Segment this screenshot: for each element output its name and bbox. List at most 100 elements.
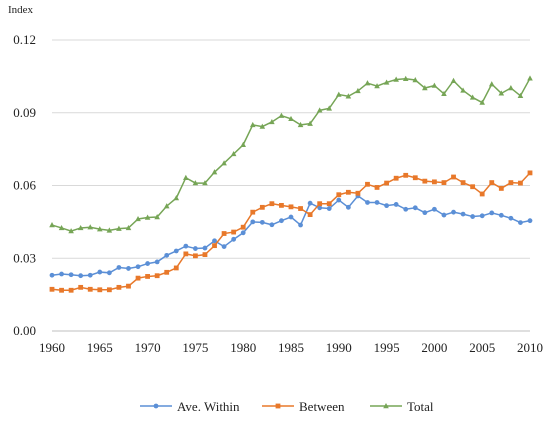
data-point <box>288 214 294 220</box>
data-point <box>384 203 389 209</box>
data-point <box>345 93 352 99</box>
data-point <box>518 220 523 226</box>
data-point <box>479 191 485 197</box>
data-point <box>374 185 380 190</box>
data-point <box>279 202 284 208</box>
legend-item: Between <box>262 399 345 414</box>
y-axis-label: Index <box>8 4 34 16</box>
data-point <box>164 252 170 258</box>
data-point <box>164 269 170 275</box>
data-point <box>145 261 151 266</box>
legend: Ave. Within Between Total <box>140 399 434 414</box>
data-point <box>441 90 447 97</box>
gridlines <box>52 39 530 259</box>
data-point <box>412 175 418 181</box>
legend-marker <box>275 403 281 409</box>
data-point <box>479 213 485 219</box>
data-point <box>451 209 456 215</box>
data-point <box>183 243 189 249</box>
data-point <box>336 197 342 203</box>
y-tick-label: 0.09 <box>13 105 36 120</box>
x-tick-label: 1985 <box>278 340 304 355</box>
data-point <box>297 121 304 128</box>
data-point <box>441 212 447 218</box>
data-point <box>183 174 189 180</box>
data-point <box>508 85 514 91</box>
data-point <box>317 205 323 211</box>
data-point <box>49 286 55 292</box>
data-point <box>489 180 495 185</box>
legend-label: Ave. Within <box>177 399 240 414</box>
data-point <box>135 215 141 222</box>
data-point <box>307 200 313 206</box>
data-point <box>517 92 524 98</box>
data-point <box>422 210 428 216</box>
data-point <box>193 253 198 259</box>
data-point <box>259 219 265 225</box>
data-point <box>126 266 131 271</box>
data-point <box>508 180 514 185</box>
data-point <box>154 214 160 220</box>
data-point <box>173 195 180 201</box>
x-tick-label: 1970 <box>135 340 161 355</box>
data-point <box>211 169 218 175</box>
data-point <box>154 259 160 265</box>
data-point <box>202 252 208 258</box>
data-point <box>422 85 428 91</box>
data-point <box>326 206 332 211</box>
data-point <box>469 94 476 100</box>
legend-label: Total <box>407 399 434 414</box>
data-point <box>173 248 179 254</box>
data-point <box>393 175 399 181</box>
data-point <box>183 251 189 257</box>
data-point <box>59 271 64 277</box>
data-point <box>145 274 150 279</box>
data-point <box>450 77 457 83</box>
data-point <box>326 201 332 207</box>
data-point <box>412 77 419 83</box>
data-point <box>489 210 495 216</box>
data-point <box>422 178 428 184</box>
data-point <box>78 273 84 279</box>
data-point <box>106 287 112 293</box>
data-point <box>116 225 122 231</box>
data-point <box>508 215 514 221</box>
data-point <box>498 90 505 96</box>
data-point <box>193 246 198 251</box>
data-point <box>221 231 227 236</box>
data-point <box>336 91 342 97</box>
data-point <box>249 121 256 128</box>
x-tick-label: 1975 <box>182 340 208 355</box>
data-point <box>68 272 74 278</box>
data-point <box>231 229 237 235</box>
y-axis-ticks: 0.00 0.03 0.06 0.09 0.12 <box>13 32 36 338</box>
data-point <box>278 112 285 118</box>
data-point <box>441 180 447 185</box>
data-point <box>106 270 112 276</box>
data-point <box>365 181 370 187</box>
data-point <box>432 206 437 212</box>
data-point <box>384 180 389 186</box>
data-point <box>87 224 94 230</box>
data-point <box>403 206 409 212</box>
data-point <box>230 150 237 157</box>
x-axis-ticks: 1960 1965 1970 1975 1980 1985 1990 1995 2000 2005… <box>39 340 543 355</box>
data-point <box>212 238 217 244</box>
series-group <box>49 75 533 293</box>
data-point <box>307 212 313 217</box>
data-point <box>498 212 504 218</box>
data-point <box>298 206 303 211</box>
data-point <box>317 201 323 207</box>
data-point <box>173 265 179 271</box>
data-point <box>288 204 294 210</box>
series-line-between <box>51 172 531 292</box>
data-point <box>393 202 399 207</box>
data-point <box>460 180 466 185</box>
data-point <box>393 76 399 82</box>
data-point <box>307 120 313 126</box>
data-point <box>106 227 113 233</box>
data-point <box>97 287 103 293</box>
data-point <box>87 286 93 292</box>
data-point <box>316 107 323 113</box>
data-point <box>87 272 93 278</box>
